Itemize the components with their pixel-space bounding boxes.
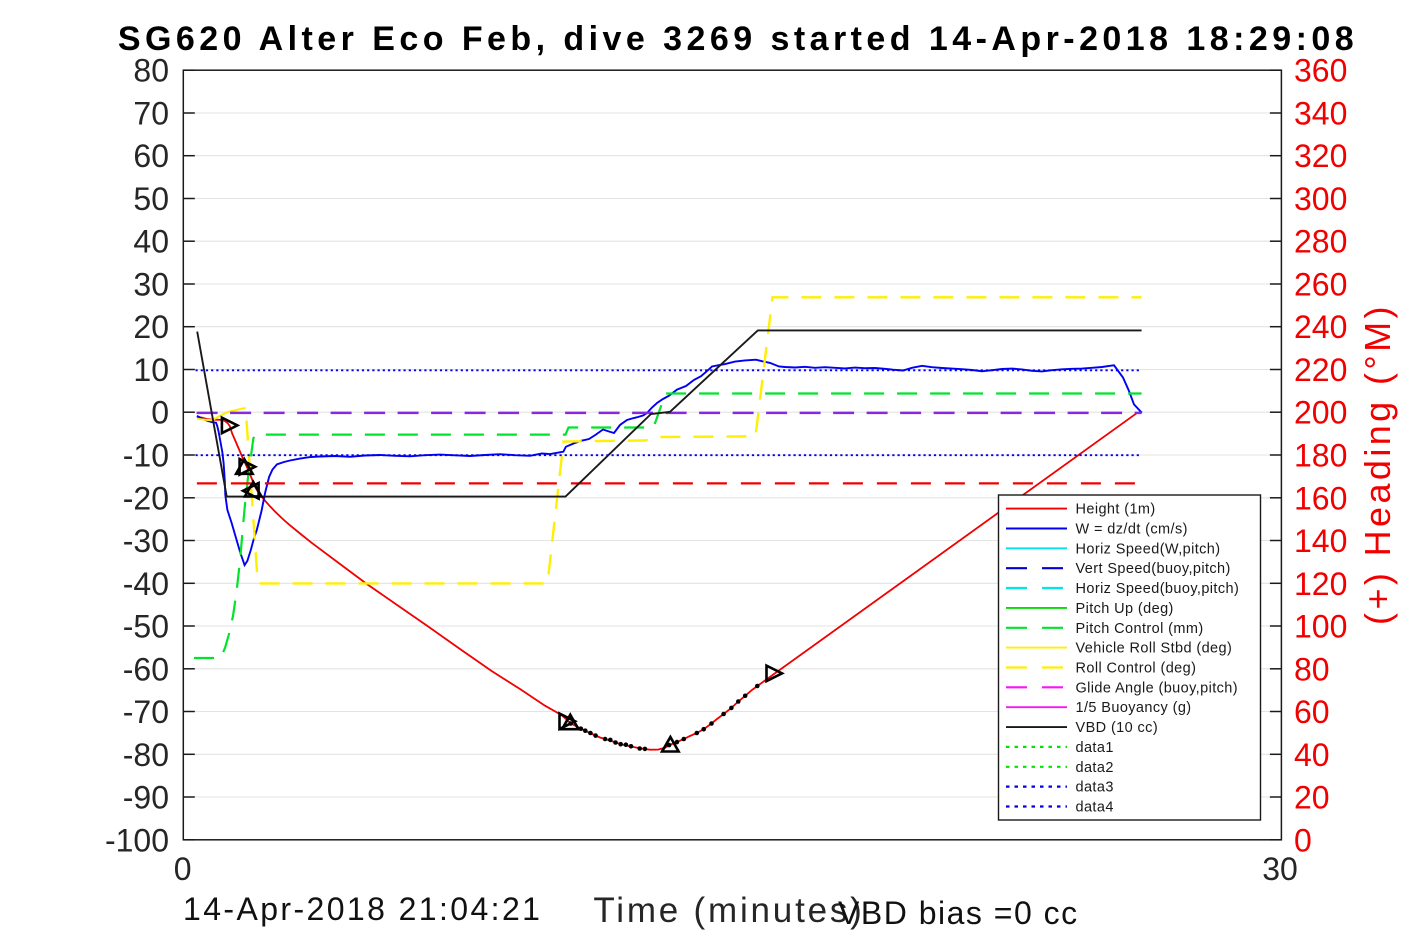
- svg-text:280: 280: [1294, 224, 1347, 260]
- svg-text:60: 60: [1294, 694, 1330, 730]
- svg-text:260: 260: [1294, 267, 1347, 303]
- svg-text:14-Apr-2018 21:04:21: 14-Apr-2018 21:04:21: [183, 891, 542, 927]
- svg-text:100: 100: [1294, 609, 1347, 645]
- svg-text:-30: -30: [123, 523, 169, 559]
- svg-text:-100: -100: [105, 822, 169, 858]
- svg-text:W = dz/dt (cm/s): W = dz/dt (cm/s): [1076, 522, 1188, 538]
- svg-text:0: 0: [1294, 822, 1312, 858]
- svg-text:80: 80: [133, 53, 169, 89]
- svg-text:Vert Speed(buoy,pitch): Vert Speed(buoy,pitch): [1076, 561, 1231, 577]
- svg-text:1/5 Buoyancy (g): 1/5 Buoyancy (g): [1076, 700, 1192, 716]
- svg-text:data4: data4: [1076, 800, 1114, 816]
- svg-text:360: 360: [1294, 53, 1347, 89]
- svg-text:-80: -80: [123, 737, 169, 773]
- svg-text:-40: -40: [123, 566, 169, 602]
- svg-text:Horiz Speed(W,pitch): Horiz Speed(W,pitch): [1076, 541, 1221, 557]
- svg-text:Time (minutes): Time (minutes): [593, 891, 864, 930]
- svg-text:data1: data1: [1076, 740, 1114, 756]
- svg-text:0: 0: [174, 851, 192, 887]
- svg-text:180: 180: [1294, 438, 1347, 474]
- svg-text:VBD bias =0 cc: VBD bias =0 cc: [838, 895, 1079, 931]
- svg-text:-50: -50: [123, 609, 169, 645]
- svg-text:30: 30: [133, 267, 169, 303]
- svg-text:-60: -60: [123, 651, 169, 687]
- svg-text:Horiz Speed(buoy,pitch): Horiz Speed(buoy,pitch): [1076, 581, 1240, 597]
- svg-text:80: 80: [1294, 651, 1330, 687]
- svg-text:Pitch Control (mm): Pitch Control (mm): [1076, 621, 1204, 637]
- svg-text:Roll Control (deg): Roll Control (deg): [1076, 661, 1197, 677]
- svg-text:70: 70: [133, 96, 169, 132]
- svg-text:(+) Heading (°M): (+) Heading (°M): [1357, 303, 1398, 625]
- svg-text:240: 240: [1294, 309, 1347, 345]
- svg-text:-20: -20: [123, 480, 169, 516]
- svg-text:0: 0: [151, 395, 169, 431]
- svg-text:20: 20: [1294, 780, 1330, 816]
- svg-text:140: 140: [1294, 523, 1347, 559]
- svg-text:320: 320: [1294, 138, 1347, 174]
- svg-text:50: 50: [133, 181, 169, 217]
- svg-text:-90: -90: [123, 780, 169, 816]
- svg-text:60: 60: [133, 138, 169, 174]
- svg-text:data2: data2: [1076, 760, 1114, 776]
- svg-text:220: 220: [1294, 352, 1347, 388]
- svg-text:40: 40: [133, 224, 169, 260]
- svg-text:200: 200: [1294, 395, 1347, 431]
- svg-text:Glide Angle (buoy,pitch): Glide Angle (buoy,pitch): [1076, 680, 1238, 696]
- svg-text:-70: -70: [123, 694, 169, 730]
- svg-text:VBD (10 cc): VBD (10 cc): [1076, 720, 1159, 736]
- svg-text:20: 20: [133, 309, 169, 345]
- svg-text:340: 340: [1294, 96, 1347, 132]
- svg-text:160: 160: [1294, 480, 1347, 516]
- svg-text:Pitch Up (deg): Pitch Up (deg): [1076, 601, 1174, 617]
- svg-text:300: 300: [1294, 181, 1347, 217]
- svg-text:Height (1m): Height (1m): [1076, 502, 1156, 518]
- svg-text:data3: data3: [1076, 780, 1114, 796]
- svg-text:Vehicle Roll Stbd (deg): Vehicle Roll Stbd (deg): [1076, 641, 1233, 657]
- svg-text:SG620 Alter Eco Feb, dive 3269: SG620 Alter Eco Feb, dive 3269 started 1…: [118, 20, 1358, 58]
- svg-text:-10: -10: [123, 438, 169, 474]
- svg-text:40: 40: [1294, 737, 1330, 773]
- svg-text:30: 30: [1262, 851, 1298, 887]
- svg-text:10: 10: [133, 352, 169, 388]
- svg-text:120: 120: [1294, 566, 1347, 602]
